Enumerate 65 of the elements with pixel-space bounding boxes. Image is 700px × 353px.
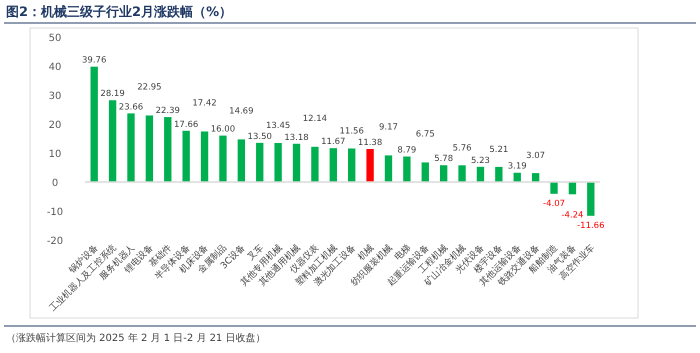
- y-tick-label: 30: [48, 91, 62, 102]
- bar: [384, 155, 392, 182]
- bar: [458, 165, 466, 182]
- bar: [256, 142, 264, 182]
- bar: [440, 165, 448, 182]
- data-label: 16.00: [210, 124, 236, 135]
- bar: [164, 117, 172, 182]
- data-label: 22.39: [156, 106, 180, 116]
- data-label: 14.69: [229, 106, 254, 116]
- bar: [568, 182, 576, 194]
- bar: [274, 142, 282, 182]
- bar: [366, 149, 374, 182]
- data-label: 5.23: [470, 156, 490, 166]
- bar: [292, 144, 300, 182]
- data-label: 9.17: [379, 122, 398, 132]
- data-label: 3.19: [508, 162, 527, 172]
- data-label: 23.66: [118, 102, 144, 112]
- data-label: 5.78: [434, 154, 454, 164]
- bar: [311, 146, 319, 182]
- data-label: 28.19: [100, 89, 125, 100]
- y-tick-label: 0: [52, 178, 58, 189]
- data-label: 13.50: [248, 132, 272, 142]
- bar: [182, 130, 190, 182]
- bar: [422, 162, 429, 182]
- data-label: -4.07: [543, 198, 566, 209]
- data-label: 11.56: [340, 126, 364, 136]
- bar: [90, 66, 98, 182]
- data-label: 12.14: [302, 114, 328, 124]
- bar: [127, 113, 135, 182]
- bar: [403, 156, 411, 182]
- bar: [587, 182, 594, 216]
- data-label: 8.79: [397, 146, 416, 156]
- chart-title: 图2：机械三级子行业2月涨跌幅（%）: [6, 5, 232, 20]
- y-tick-label: 40: [48, 62, 62, 73]
- bar: [238, 139, 246, 182]
- y-tick-label: 10: [48, 149, 62, 160]
- data-label: 22.95: [137, 82, 162, 92]
- data-label: 11.67: [321, 137, 346, 148]
- bar: [330, 148, 337, 182]
- bar: [219, 136, 227, 182]
- bar: [495, 166, 503, 182]
- data-label: 13.45: [266, 120, 290, 131]
- text: （涨跌幅计算区间为 2025 年 2 月 1 日-2 月 21 日收盘）: [6, 332, 266, 344]
- data-label: 13.18: [284, 132, 309, 143]
- bar: [476, 166, 484, 182]
- bar: [146, 115, 154, 182]
- data-label: 17.66: [174, 120, 198, 130]
- y-tick-label: 20: [48, 120, 62, 131]
- data-label: 5.76: [452, 143, 472, 154]
- y-tick-label: -10: [46, 207, 64, 218]
- bar: [514, 172, 521, 182]
- data-label: 6.75: [416, 129, 435, 140]
- bar: [108, 100, 116, 182]
- y-tick-label: -20: [46, 236, 64, 247]
- data-label: 11.38: [358, 138, 382, 148]
- data-label: 17.42: [192, 98, 217, 108]
- data-label: 5.21: [489, 144, 508, 155]
- bar: [200, 131, 208, 182]
- bar: [348, 148, 356, 182]
- data-label: 39.76: [82, 56, 106, 66]
- data-label: -4.24: [561, 210, 584, 220]
- y-tick-label: 50: [48, 33, 62, 44]
- data-label: -11.66: [577, 220, 605, 231]
- data-label: 3.07: [526, 151, 546, 162]
- bar: [532, 173, 540, 182]
